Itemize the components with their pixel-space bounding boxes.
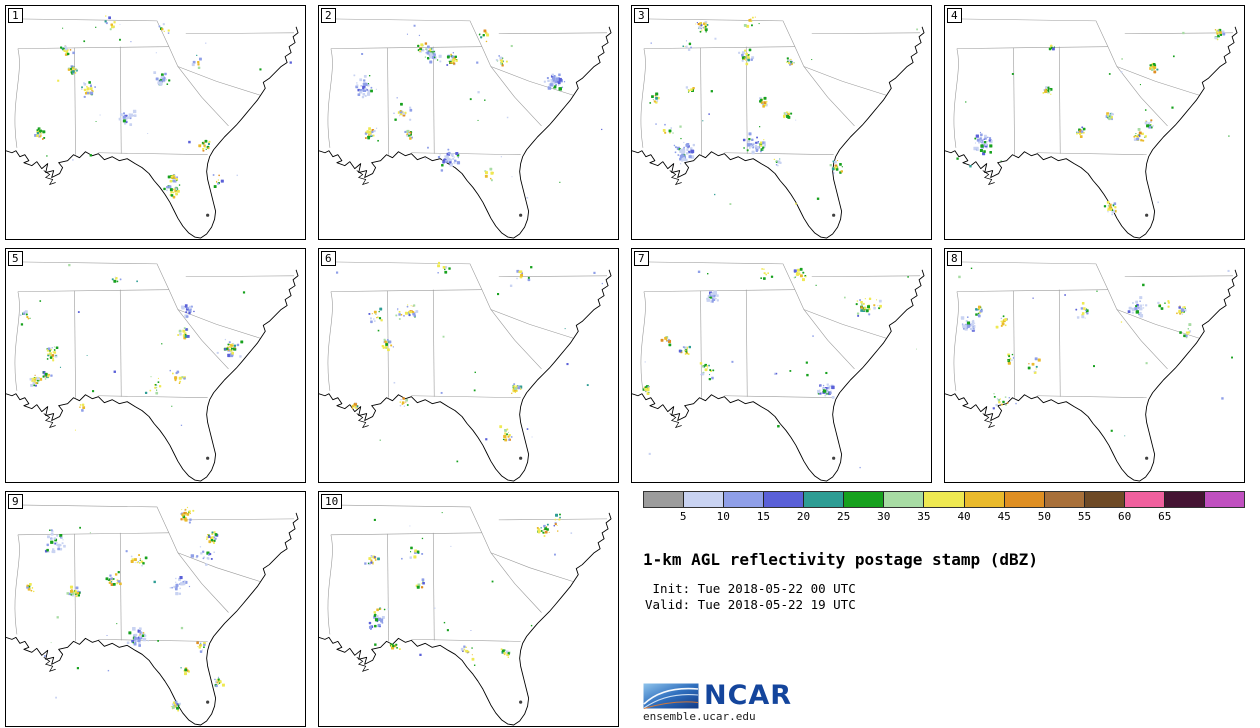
- reflectivity-colorbar: [643, 491, 1245, 508]
- panel-number: 2: [321, 8, 336, 23]
- init-time: Init: Tue 2018-05-22 00 UTC: [645, 581, 856, 596]
- valid-time: Valid: Tue 2018-05-22 19 UTC: [645, 597, 856, 612]
- reflectivity-map: [319, 18, 612, 239]
- colorbar-segment: [923, 492, 964, 507]
- colorbar-tick-label: 15: [756, 510, 771, 523]
- panel-number: 5: [8, 251, 23, 266]
- panel-3: 3: [631, 5, 932, 240]
- colorbar-tick-label: 50: [1037, 510, 1051, 523]
- colorbar-segment: [883, 492, 924, 507]
- reflectivity-map: [319, 261, 612, 482]
- colorbar-segment: [1003, 492, 1044, 507]
- colorbar-segment: [843, 492, 884, 507]
- colorbar-segment: [644, 492, 684, 507]
- colorbar-segment: [1123, 492, 1164, 507]
- reflectivity-map: [945, 261, 1238, 482]
- panel-9: 9: [5, 491, 306, 727]
- colorbar-tick-label: 35: [917, 510, 931, 523]
- panel-number: 3: [634, 8, 649, 23]
- branding-block: NCAR ensemble.ucar.edu: [643, 680, 793, 723]
- reflectivity-map: [6, 504, 299, 726]
- colorbar-segment: [1163, 492, 1204, 507]
- colorbar-tick-label: 25: [837, 510, 851, 523]
- reflectivity-map: [945, 18, 1238, 239]
- panel-5: 5: [5, 248, 306, 483]
- panel-number: 1: [8, 8, 23, 23]
- colorbar-tick-label: 60: [1117, 510, 1132, 523]
- colorbar-tick-label: 55: [1077, 510, 1092, 523]
- colorbar-tick-label: 5: [679, 510, 687, 523]
- panel-number: 8: [947, 251, 962, 266]
- panel-8: 8: [944, 248, 1245, 483]
- colorbar-tick-label: 20: [796, 510, 811, 523]
- colorbar-segment: [723, 492, 764, 507]
- panel-4: 4: [944, 5, 1245, 240]
- reflectivity-map: [6, 261, 299, 482]
- figure-title: 1-km AGL reflectivity postage stamp (dBZ…: [643, 550, 1038, 569]
- colorbar-tick-labels: 5 10 15 20 25 30 35 40 45 50 55 60 65: [643, 508, 1245, 524]
- colorbar-segment: [803, 492, 844, 507]
- colorbar-segment: [963, 492, 1004, 507]
- ncar-wordmark: NCAR: [704, 680, 793, 711]
- reflectivity-map: [319, 504, 612, 726]
- panel-number: 10: [321, 494, 343, 509]
- panel-number: 6: [321, 251, 336, 266]
- colorbar-segment: [1083, 492, 1124, 507]
- site-url: ensemble.ucar.edu: [643, 710, 756, 723]
- colorbar-tick-label: 65: [1158, 510, 1172, 523]
- colorbar-segment: [683, 492, 724, 507]
- legend-area: 5 10 15 20 25 30 35 40 45 50 55 60 65 1-km AGL refle…: [631, 491, 1253, 727]
- colorbar-segment: [763, 492, 804, 507]
- panel-number: 9: [8, 494, 23, 509]
- colorbar-tick-label: 40: [957, 510, 971, 523]
- ncar-logo-icon: [643, 683, 699, 709]
- reflectivity-map: [632, 16, 925, 239]
- panel-1: 1: [5, 5, 306, 240]
- colorbar-segment: [1203, 492, 1244, 507]
- colorbar-tick-label: 30: [877, 510, 891, 523]
- reflectivity-map: [6, 15, 299, 239]
- colorbar-tick-label: 45: [997, 510, 1011, 523]
- panel-2: 2: [318, 5, 619, 240]
- panel-10: 10: [318, 491, 619, 727]
- reflectivity-map: [632, 261, 925, 482]
- panel-number: 7: [634, 251, 649, 266]
- colorbar-tick-label: 10: [716, 510, 730, 523]
- panel-7: 7: [631, 248, 932, 483]
- panel-number: 4: [947, 8, 962, 23]
- colorbar-segment: [1043, 492, 1084, 507]
- panel-6: 6: [318, 248, 619, 483]
